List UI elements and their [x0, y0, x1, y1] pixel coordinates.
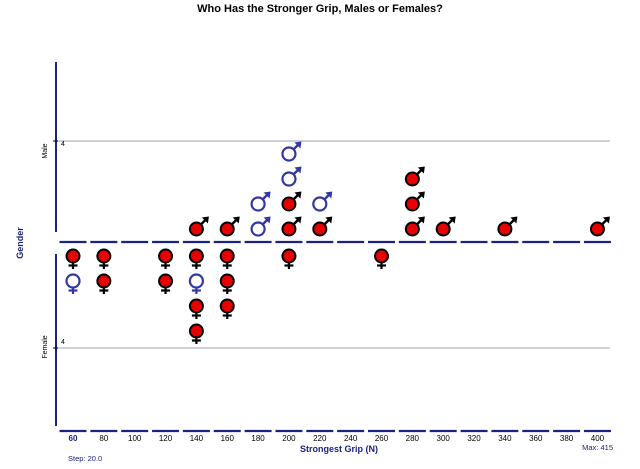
female-icon-140-3 — [188, 298, 204, 319]
female-icon-140-1 — [188, 248, 204, 269]
x-tick-340: 340 — [498, 434, 512, 443]
female-icon-160-3 — [219, 298, 235, 319]
x-tick-380: 380 — [560, 434, 574, 443]
female-tick-label: 4 — [61, 339, 65, 346]
x-tick-120: 120 — [159, 434, 173, 443]
female-icon-120-1 — [158, 248, 174, 269]
x-axis-title: Strongest Grip (N) — [300, 444, 378, 454]
male-tick-label: 4 — [61, 141, 65, 148]
female-icon-160-2 — [219, 273, 235, 294]
group-label-female: Female — [42, 335, 49, 358]
male-icon-340-1 — [497, 216, 518, 237]
x-tick-300: 300 — [437, 434, 451, 443]
x-tick-200: 200 — [282, 434, 296, 443]
male-icon-200-2 — [281, 191, 302, 212]
gender-icons — [65, 141, 610, 344]
x-tick-80: 80 — [99, 434, 108, 443]
male-icon-200-1 — [281, 216, 302, 237]
group-label-male: Male — [42, 143, 49, 158]
x-tick-260: 260 — [375, 434, 389, 443]
x-tick-240: 240 — [344, 434, 358, 443]
x-tick-320: 320 — [467, 434, 481, 443]
female-icon-80-1 — [96, 248, 112, 269]
max-label: Max: 415 — [582, 443, 613, 452]
male-icon-220-2 — [312, 191, 333, 212]
x-tick-labels: 60 80 100 120 140 160 180 200 220 240 260 280 300 320… — [69, 434, 605, 443]
male-icon-140-1 — [188, 216, 209, 237]
male-icon-200-3 — [281, 166, 302, 187]
female-icon-120-2 — [158, 273, 174, 294]
male-icon-280-1 — [404, 216, 425, 237]
male-icon-220-1 — [312, 216, 333, 237]
step-label: Step: 20.0 — [68, 454, 102, 463]
female-icon-60-1 — [65, 248, 81, 269]
female-icon-260-1 — [374, 248, 389, 269]
female-icon-140-2 — [188, 273, 204, 294]
x-tick-60: 60 — [69, 434, 78, 443]
x-tick-160: 160 — [221, 434, 235, 443]
male-icon-300-1 — [435, 216, 456, 237]
male-icon-280-2 — [404, 191, 425, 212]
y-axis-title: Gender — [15, 227, 25, 259]
x-tick-180: 180 — [251, 434, 265, 443]
x-tick-400: 400 — [591, 434, 605, 443]
female-icon-160-1 — [219, 248, 235, 269]
male-icon-280-3 — [404, 166, 425, 187]
female-icon-60-2 — [65, 273, 81, 294]
male-icon-400-1 — [589, 216, 610, 237]
male-icon-200-4 — [281, 141, 302, 162]
x-tick-280: 280 — [406, 434, 420, 443]
female-icon-80-2 — [96, 273, 112, 294]
female-icon-140-4 — [188, 323, 204, 344]
x-tick-360: 360 — [529, 434, 543, 443]
chart-title: Who Has the Stronger Grip, Males or Fema… — [197, 3, 443, 15]
x-tick-220: 220 — [313, 434, 327, 443]
female-icon-200-1 — [281, 248, 297, 269]
male-icon-180-2 — [250, 191, 271, 212]
male-icon-160-1 — [219, 216, 240, 237]
male-icon-180-1 — [250, 216, 271, 237]
x-tick-100: 100 — [128, 434, 142, 443]
x-tick-140: 140 — [190, 434, 204, 443]
